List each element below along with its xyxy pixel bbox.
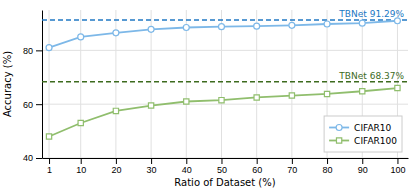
y-axis-tick: 80 [23,46,42,56]
x-axis-tick-label: 1 [47,165,52,175]
series-point [113,108,118,113]
x-axis-tick-label: 70 [287,165,297,175]
x-grid-line [186,10,187,158]
series-point [184,99,189,104]
x-axis-tick: 10 [76,158,86,175]
x-grid-line [291,10,292,158]
reference-label: TBNet 91.29% [338,9,404,19]
x-axis-tick: 1 [47,158,52,175]
x-axis-tick-mark [327,158,328,164]
y-grid-line [42,104,408,105]
x-grid-line [256,10,257,158]
x-axis-tick: 60 [252,158,262,175]
y-grid-line [42,50,408,51]
x-axis-tick-mark [81,158,82,164]
series-point [46,45,52,51]
x-axis-tick-label: 90 [358,165,368,175]
y-axis-tick-label: 60 [23,100,33,110]
legend: CIFAR10 CIFAR100 [324,116,402,152]
series-point [289,93,294,98]
x-grid-line [80,10,81,158]
series-point [289,22,295,28]
y-axis-title: Accuracy (%) [2,51,13,117]
y-axis-tick-mark [36,104,42,105]
series-point [324,21,330,27]
x-axis-tick-label: 20 [111,165,121,175]
y-axis-tick-mark [36,50,42,51]
x-axis-tick-label: 30 [147,165,157,175]
x-axis-tick-mark [116,158,117,164]
reference-line [42,19,408,21]
y-axis-tick: 40 [23,153,42,163]
series-point [78,120,83,125]
series-point [218,24,224,30]
legend-label: CIFAR100 [354,136,397,146]
reference-line [42,81,408,83]
series-point [324,91,329,96]
series-point [219,97,224,102]
series-point [254,23,260,29]
x-axis-tick: 70 [287,158,297,175]
legend-item: CIFAR10 [329,123,391,133]
series-point [359,20,365,26]
legend-label: CIFAR10 [354,123,391,133]
x-axis-tick: 90 [358,158,368,175]
x-axis: 1 10 20 30 40 50 60 70 80 90 100 [43,158,409,175]
chart: 1 10 20 30 40 50 60 70 80 90 100 40 60 80 TBNet 91.29%… [0,0,418,190]
series-point [46,134,51,139]
x-axis-tick: 20 [111,158,121,175]
x-axis-tick: 100 [390,158,405,175]
x-grid-line [221,10,222,158]
y-axis-tick-mark [36,158,42,159]
series-point [78,34,84,40]
plot: 1 10 20 30 40 50 60 70 80 90 100 40 60 80 TBNet 91.29%… [23,9,409,175]
series-point [183,25,189,31]
x-axis-tick-label: 100 [390,165,405,175]
x-axis-tick-mark [151,158,152,164]
x-axis-tick-mark [186,158,187,164]
y-axis-tick-label: 80 [23,46,33,56]
x-axis-tick: 80 [323,158,333,175]
x-axis-tick: 50 [217,158,227,175]
series-point [395,85,400,90]
x-axis-domain [43,158,409,159]
x-axis-tick-mark [49,158,50,164]
x-axis-tick-label: 40 [182,165,192,175]
legend-marker [336,138,341,143]
x-axis-tick: 40 [182,158,192,175]
x-axis-tick-label: 10 [76,165,86,175]
legend-box [324,116,402,152]
x-axis-tick-label: 60 [252,165,262,175]
x-axis-tick-mark [292,158,293,164]
x-axis-tick-mark [397,158,398,164]
x-axis-title: Ratio of Dataset (%) [174,177,275,188]
x-axis-tick-label: 50 [217,165,227,175]
x-axis-tick-mark [362,158,363,164]
x-axis-tick-mark [257,158,258,164]
reference-label: TBNet 68.37% [338,71,404,81]
y-grid-line [42,158,408,159]
y-axis-domain [42,11,43,159]
x-axis-tick-mark [221,158,222,164]
y-axis-tick: 60 [23,100,42,110]
x-axis-tick: 30 [147,158,157,175]
y-axis-tick-label: 40 [23,153,33,163]
y-axis: 40 60 80 [23,11,43,164]
series-point [148,103,153,108]
series-point [254,95,259,100]
series-point [148,26,154,32]
series-point [360,89,365,94]
grid [42,10,408,158]
series-line [49,21,397,48]
legend-item: CIFAR100 [329,136,397,146]
x-axis-tick-label: 80 [323,165,333,175]
legend-marker [336,125,342,131]
series-point [113,30,119,36]
